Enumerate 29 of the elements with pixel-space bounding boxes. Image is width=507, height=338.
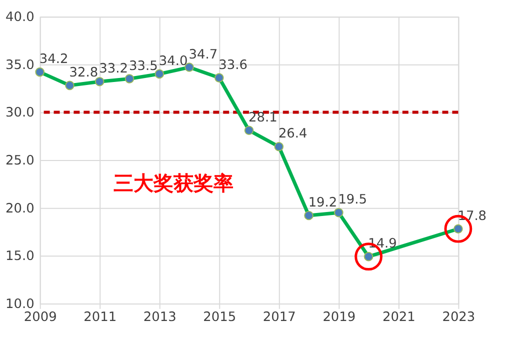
text: 33.2: [99, 62, 128, 77]
x-tick-label: 2009: [24, 310, 57, 325]
text: 28.1: [248, 110, 278, 126]
text: 34.2: [39, 52, 68, 68]
y-tick-label: 30.0: [6, 106, 34, 121]
y-tick-label: 15.0: [6, 249, 34, 264]
text: 32.8: [69, 65, 98, 80]
text: 19.5: [338, 192, 368, 208]
annotation: 三大奖获奖率: [113, 172, 234, 195]
text: 19.2: [308, 196, 338, 211]
y-tick-label: 20.0: [6, 201, 34, 216]
text: 33.6: [218, 58, 248, 73]
y-tick-label: 10.0: [6, 296, 34, 312]
x-tick-label: 2017: [262, 310, 296, 325]
text: 14.9: [368, 236, 397, 252]
x-tick-label: 2013: [143, 310, 176, 325]
x-tick-label: 2019: [322, 310, 356, 325]
y-tick-label: 35.0: [6, 58, 34, 73]
text: 33.5: [129, 58, 158, 74]
x-tick-label: 2011: [84, 310, 117, 325]
x-tick-label: 2023: [442, 310, 476, 325]
text: 17.8: [458, 208, 487, 224]
text: 34.7: [188, 47, 218, 62]
text: 34.0: [158, 54, 188, 69]
y-tick-label: 25.0: [6, 154, 34, 168]
x-tick-label: 2021: [382, 310, 416, 325]
y-tick-label: 40.0: [6, 10, 34, 26]
text: 26.4: [278, 126, 308, 142]
x-tick-label: 2015: [203, 310, 236, 325]
